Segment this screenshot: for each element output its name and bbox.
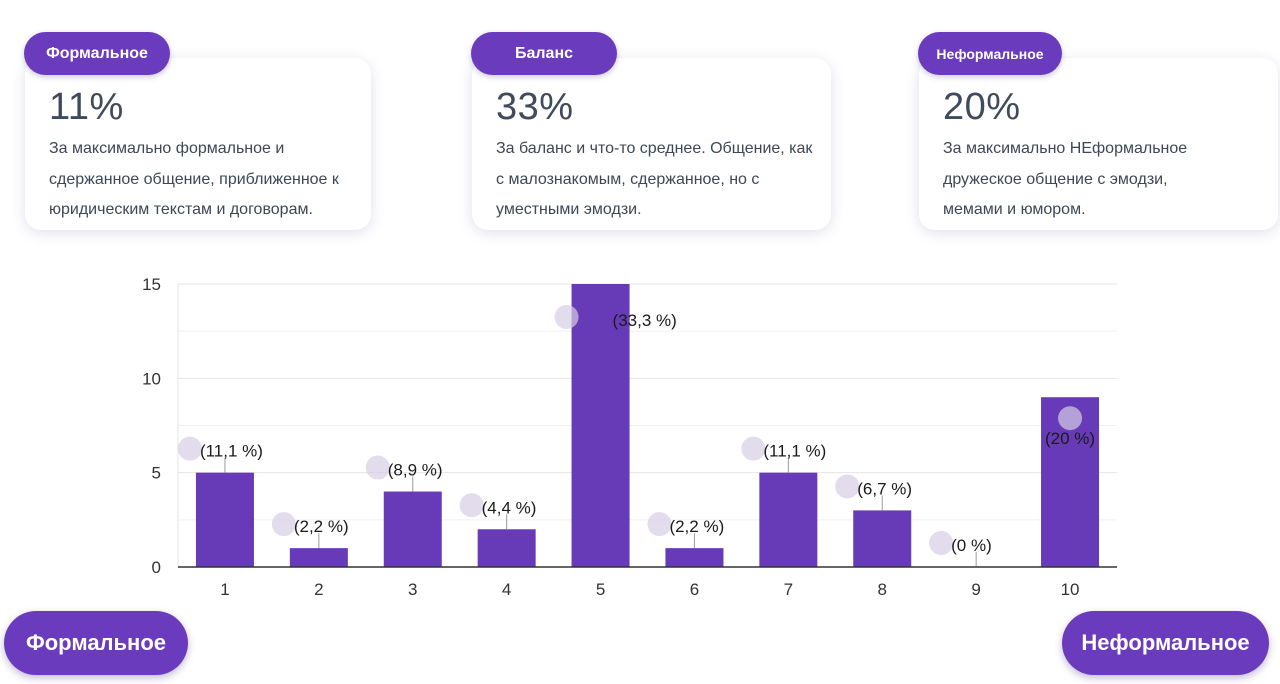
scale-end-formal: Формальное	[4, 611, 188, 675]
y-tick-label: 5	[152, 464, 161, 483]
data-label: (11,1 %)	[763, 442, 826, 461]
bar	[665, 548, 724, 567]
x-tick-label: 2	[314, 580, 323, 599]
bar	[289, 548, 348, 567]
x-tick-label: 3	[408, 580, 417, 599]
data-label: (0 %)	[951, 536, 992, 555]
chart-axes: 0 5 10 15 1 2 3 4 5 6 7 8 9 10	[142, 275, 1117, 599]
data-label: (6,7 %)	[857, 479, 912, 498]
data-label: (2,2 %)	[294, 517, 349, 536]
x-tick-label: 5	[596, 580, 605, 599]
stat-card-percent: 20%	[943, 86, 1021, 128]
stat-card-description: За максимально формальное и сдержанное о…	[49, 140, 339, 218]
data-label-marker	[835, 474, 860, 499]
data-label: (20 %)	[1045, 429, 1095, 448]
data-label: (33,3 %)	[613, 311, 677, 330]
bar	[759, 472, 818, 567]
x-tick-label: 1	[220, 580, 229, 599]
stat-card-description: За баланс и что-то среднее. Общение, как…	[496, 140, 813, 218]
data-label-marker	[647, 512, 672, 537]
x-tick-label: 8	[878, 580, 887, 599]
stat-card-balance: 33% За баланс и что-то среднее. Общение,…	[472, 58, 831, 230]
x-tick-label: 7	[784, 580, 793, 599]
data-label-marker	[365, 455, 390, 480]
y-tick-label: 15	[142, 275, 161, 294]
stat-card-tag-informal: Неформальное	[918, 32, 1062, 75]
bar	[383, 491, 442, 567]
data-label: (4,4 %)	[482, 498, 537, 517]
x-tick-label: 6	[690, 580, 699, 599]
stat-card-description: За максимально НЕформальное дружеское об…	[943, 140, 1188, 218]
bar	[853, 510, 912, 567]
stat-card-informal: 20% За максимально НЕформальное дружеско…	[919, 58, 1278, 230]
data-label-marker	[177, 436, 202, 461]
data-label: (2,2 %)	[669, 517, 724, 536]
chart-bars	[195, 284, 1100, 567]
stat-card-formal: 11% За максимально формальное и сдержанн…	[25, 58, 371, 230]
bar-chart: (11,1 %) (2,2 %) (8,9 %) (4,4 %) (33,3 %) (2,…	[142, 275, 1117, 599]
chart-data-labels: (11,1 %) (2,2 %) (8,9 %) (4,4 %) (33,3 %) (2,…	[177, 305, 1095, 567]
stat-card-percent: 33%	[496, 86, 574, 128]
bar	[195, 472, 254, 567]
data-label-marker	[929, 531, 954, 555]
bar	[571, 284, 630, 567]
data-label-marker	[1058, 406, 1083, 431]
data-label-marker	[459, 493, 484, 518]
data-label-marker	[271, 512, 296, 537]
data-label: (11,1 %)	[200, 442, 263, 461]
y-tick-label: 0	[152, 558, 161, 577]
data-label-marker	[741, 436, 766, 461]
stat-card-tag-balance: Баланс	[471, 32, 617, 75]
data-label-marker	[554, 305, 579, 329]
scale-end-informal: Неформальное	[1062, 611, 1269, 675]
x-tick-label: 9	[971, 580, 980, 599]
stat-card-tag-formal: Формальное	[24, 32, 170, 75]
x-tick-label: 4	[502, 580, 511, 599]
bar	[477, 529, 536, 567]
x-tick-label: 10	[1061, 580, 1080, 599]
data-label: (8,9 %)	[388, 461, 443, 480]
y-tick-label: 10	[142, 369, 161, 388]
stat-card-percent: 11%	[49, 86, 124, 128]
